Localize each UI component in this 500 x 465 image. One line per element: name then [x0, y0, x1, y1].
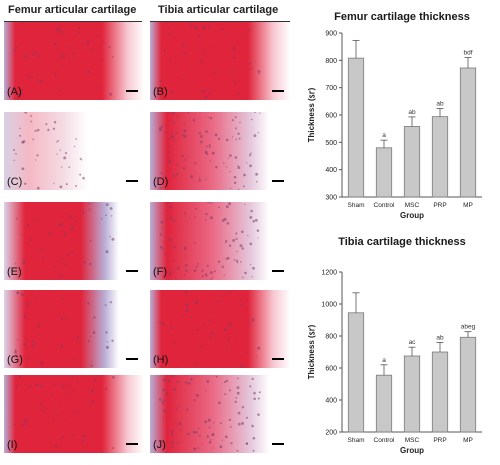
- histology-image: [150, 22, 290, 100]
- histology-image: [4, 112, 144, 190]
- y-tick-label: 700: [325, 85, 337, 92]
- x-axis-label: Group: [400, 446, 424, 455]
- panel-label: (F): [153, 266, 168, 278]
- femur-thickness-chart: Femur cartilage thickness 300 400 500 600 700…: [307, 11, 482, 220]
- y-tick-label: 800: [325, 58, 337, 65]
- bar: [347, 57, 365, 198]
- x-tick-label: PRP: [433, 202, 446, 209]
- y-tick-label: 1000: [321, 302, 337, 309]
- panel-label: (B): [153, 86, 168, 98]
- histology-panel: (I): [4, 375, 144, 453]
- femur-column-rule: [4, 21, 142, 22]
- y-tick-label: 1200: [321, 270, 337, 277]
- histology-panel: (A): [4, 22, 144, 100]
- y-tick-label: 400: [325, 398, 337, 405]
- tibia-column-rule: [150, 21, 290, 22]
- histology-image: [150, 112, 290, 190]
- histology-panel: (D): [150, 112, 290, 190]
- significance-label: abeg: [461, 324, 476, 331]
- bar: [459, 67, 477, 198]
- histology-panel: (E): [4, 202, 144, 280]
- significance-label: ac: [409, 339, 417, 346]
- tibia-thickness-chart: Tibia cartilage thickness 200 400 600 800 100…: [307, 236, 482, 455]
- scale-bar: [126, 443, 138, 445]
- scale-bar: [126, 270, 138, 272]
- scale-bar: [126, 358, 138, 360]
- x-tick-label: MP: [463, 202, 473, 209]
- histology-panel: (H): [150, 290, 290, 368]
- x-axis-label: Group: [400, 211, 424, 220]
- panel-label: (C): [7, 176, 23, 188]
- bar: [375, 147, 393, 198]
- y-axis-label: Thickness (㏛): [307, 87, 316, 142]
- femur-column-title: Femur articular cartilage: [8, 4, 137, 16]
- significance-label: ab: [436, 334, 444, 341]
- x-tick-label: Control: [374, 437, 396, 444]
- x-tick-label: Control: [374, 202, 396, 209]
- bar: [431, 116, 449, 198]
- histology-panel: (C): [4, 112, 144, 190]
- scale-bar: [272, 358, 284, 360]
- significance-label: ab: [408, 109, 416, 116]
- y-tick-label: 900: [325, 31, 337, 38]
- scale-bar: [272, 180, 284, 182]
- histology-panel: (F): [150, 202, 290, 280]
- histology-image: [150, 375, 290, 453]
- x-tick-label: MP: [463, 437, 473, 444]
- y-tick-label: 500: [325, 140, 337, 147]
- scale-bar: [272, 270, 284, 272]
- x-tick-label: MSC: [405, 437, 420, 444]
- x-tick-label: MSC: [405, 202, 420, 209]
- chart-title: Tibia cartilage thickness: [338, 236, 466, 248]
- histology-panel: (B): [150, 22, 290, 100]
- bar: [347, 312, 365, 433]
- y-tick-label: 800: [325, 334, 337, 341]
- y-tick-label: 300: [325, 195, 337, 202]
- scale-bar: [126, 90, 138, 92]
- histology-panel: (G): [4, 290, 144, 368]
- histology-image: [150, 290, 290, 368]
- x-tick-label: PRP: [433, 437, 446, 444]
- scale-bar: [126, 180, 138, 182]
- histology-image: [4, 202, 144, 280]
- panel-label: (G): [7, 354, 23, 366]
- significance-label: a: [382, 132, 386, 139]
- bar: [403, 355, 421, 433]
- bar: [431, 351, 449, 433]
- scale-bar: [272, 443, 284, 445]
- panel-label: (I): [7, 439, 18, 451]
- panel-label: (J): [153, 439, 166, 451]
- histology-panel: (J): [150, 375, 290, 453]
- bar: [403, 126, 421, 198]
- significance-label: ab: [436, 100, 444, 107]
- x-tick-label: Sham: [348, 437, 365, 444]
- y-tick-label: 200: [325, 430, 337, 437]
- bar: [459, 336, 477, 433]
- x-tick-label: Sham: [348, 202, 365, 209]
- panel-label: (H): [153, 354, 169, 366]
- significance-label: a: [382, 357, 386, 364]
- significance-label: bdf: [463, 50, 472, 57]
- histology-image: [4, 22, 144, 100]
- y-tick-label: 600: [325, 113, 337, 120]
- scale-bar: [272, 90, 284, 92]
- panel-label: (A): [7, 86, 22, 98]
- panel-label: (D): [153, 176, 169, 188]
- y-tick-label: 600: [325, 366, 337, 373]
- bar: [375, 374, 393, 433]
- y-axis-label: Thickness (㏛): [307, 324, 316, 379]
- histology-image: [4, 290, 144, 368]
- histology-image: [150, 202, 290, 280]
- y-tick-label: 400: [325, 167, 337, 174]
- chart-title: Femur cartilage thickness: [334, 11, 470, 23]
- tibia-column-title: Tibia articular cartilage: [158, 4, 279, 16]
- panel-label: (E): [7, 266, 22, 278]
- histology-image: [4, 375, 144, 453]
